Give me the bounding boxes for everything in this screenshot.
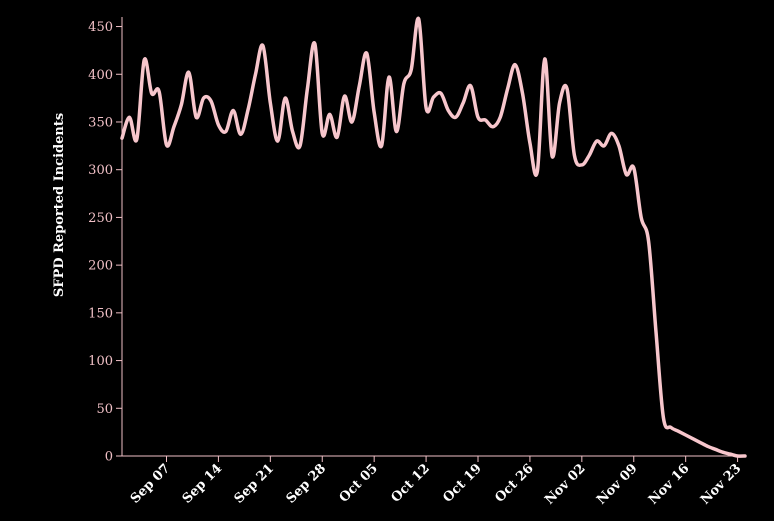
x-tick-label: Oct 12 bbox=[388, 461, 432, 505]
y-tick-label: 150 bbox=[88, 306, 113, 321]
y-tick-label: 400 bbox=[88, 68, 113, 83]
y-tick-label: 200 bbox=[88, 259, 113, 274]
x-tick-label: Oct 26 bbox=[492, 461, 536, 505]
x-tick-label: Oct 05 bbox=[337, 461, 381, 505]
x-tick-label: Sep 21 bbox=[232, 461, 278, 507]
x-tick-label: Sep 07 bbox=[128, 461, 174, 507]
y-tick-label: 250 bbox=[88, 211, 113, 226]
y-tick-label: 50 bbox=[96, 402, 113, 417]
x-tick-label: Oct 19 bbox=[440, 461, 484, 505]
y-tick-label: 300 bbox=[88, 163, 113, 178]
x-axis-ticks: Sep 07 Sep 14 Sep 21 Sep 28 Oct 05 Oct 12 Oct … bbox=[128, 456, 744, 508]
y-tick-label: 350 bbox=[88, 115, 113, 130]
x-tick-label: Nov 16 bbox=[646, 461, 692, 507]
x-tick-label: Nov 23 bbox=[698, 461, 744, 507]
incidents-series-line bbox=[120, 16, 747, 458]
x-tick-label: Nov 09 bbox=[594, 461, 640, 507]
y-axis-label: SFPD Reported Incidents bbox=[52, 113, 67, 297]
y-axis-ticks: 0 50 100 150 200 250 300 350 400 450 bbox=[88, 20, 122, 465]
y-tick-label: 100 bbox=[88, 354, 113, 369]
x-tick-label: Nov 02 bbox=[542, 461, 588, 507]
y-tick-label: 450 bbox=[88, 20, 113, 35]
y-tick-label: 0 bbox=[105, 450, 113, 465]
x-tick-label: Sep 14 bbox=[180, 461, 226, 507]
x-tick-label: Sep 28 bbox=[284, 461, 330, 507]
